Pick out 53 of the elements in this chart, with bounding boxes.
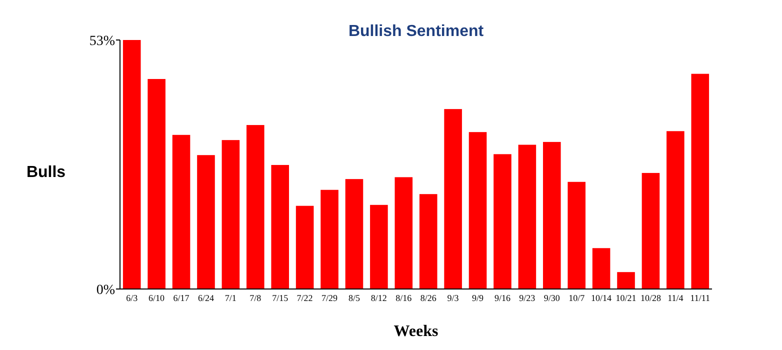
x-tick-label: 8/5 <box>348 293 360 303</box>
bar <box>222 140 240 289</box>
bar <box>296 206 314 289</box>
y-tick-label: 0% <box>96 282 116 298</box>
x-tick-label: 7/22 <box>296 293 313 303</box>
bar <box>148 78 166 289</box>
x-tick-label: 6/3 <box>126 293 138 303</box>
x-tick-label: 9/23 <box>519 293 536 303</box>
x-tick-label: 8/16 <box>396 293 412 303</box>
x-tick-label: 7/8 <box>250 293 262 303</box>
chart-title: Bullish Sentiment <box>348 23 484 40</box>
x-tick-label: 9/9 <box>472 293 484 303</box>
x-tick-label: 10/21 <box>616 293 636 303</box>
bar <box>617 272 635 289</box>
x-tick-label: 10/28 <box>640 293 662 303</box>
x-tick-label: 6/10 <box>148 293 166 303</box>
bar <box>494 154 512 289</box>
y-tick-label: 53% <box>89 34 116 49</box>
x-tick-label: 11/4 <box>668 293 684 303</box>
x-tick-label: 9/30 <box>544 293 560 303</box>
bar <box>568 182 586 289</box>
x-tick-label: 7/1 <box>224 293 236 303</box>
bar <box>592 248 610 289</box>
bar <box>370 204 388 289</box>
bar <box>691 74 710 289</box>
bar <box>320 190 338 289</box>
x-tick-label: 10/14 <box>591 293 612 303</box>
bar <box>468 132 487 289</box>
bar <box>246 125 264 289</box>
x-tick-label: 9/16 <box>494 293 511 303</box>
x-tick-label: 6/24 <box>198 293 214 303</box>
bar <box>642 172 660 289</box>
x-axis-title: Weeks <box>394 323 438 340</box>
bar <box>122 40 141 289</box>
bar <box>518 144 536 289</box>
x-tick-label: 6/17 <box>173 293 190 303</box>
bar <box>271 164 289 289</box>
x-tick-label: 7/29 <box>322 293 338 303</box>
bar <box>394 177 413 289</box>
bar <box>419 194 438 289</box>
x-tick-label: 9/3 <box>447 293 460 303</box>
x-tick-label: 10/7 <box>568 293 586 303</box>
bar <box>444 109 462 289</box>
bar <box>345 179 364 289</box>
y-axis-title: Bulls <box>26 164 66 181</box>
x-tick-label: 8/26 <box>420 293 437 303</box>
x-tick-label: 7/15 <box>272 293 289 303</box>
bar <box>666 131 684 289</box>
bar <box>172 134 190 289</box>
x-tick-label: 11/11 <box>690 293 710 303</box>
bar <box>197 155 215 289</box>
x-tick-label: 8/12 <box>370 293 387 303</box>
bar <box>543 142 561 289</box>
